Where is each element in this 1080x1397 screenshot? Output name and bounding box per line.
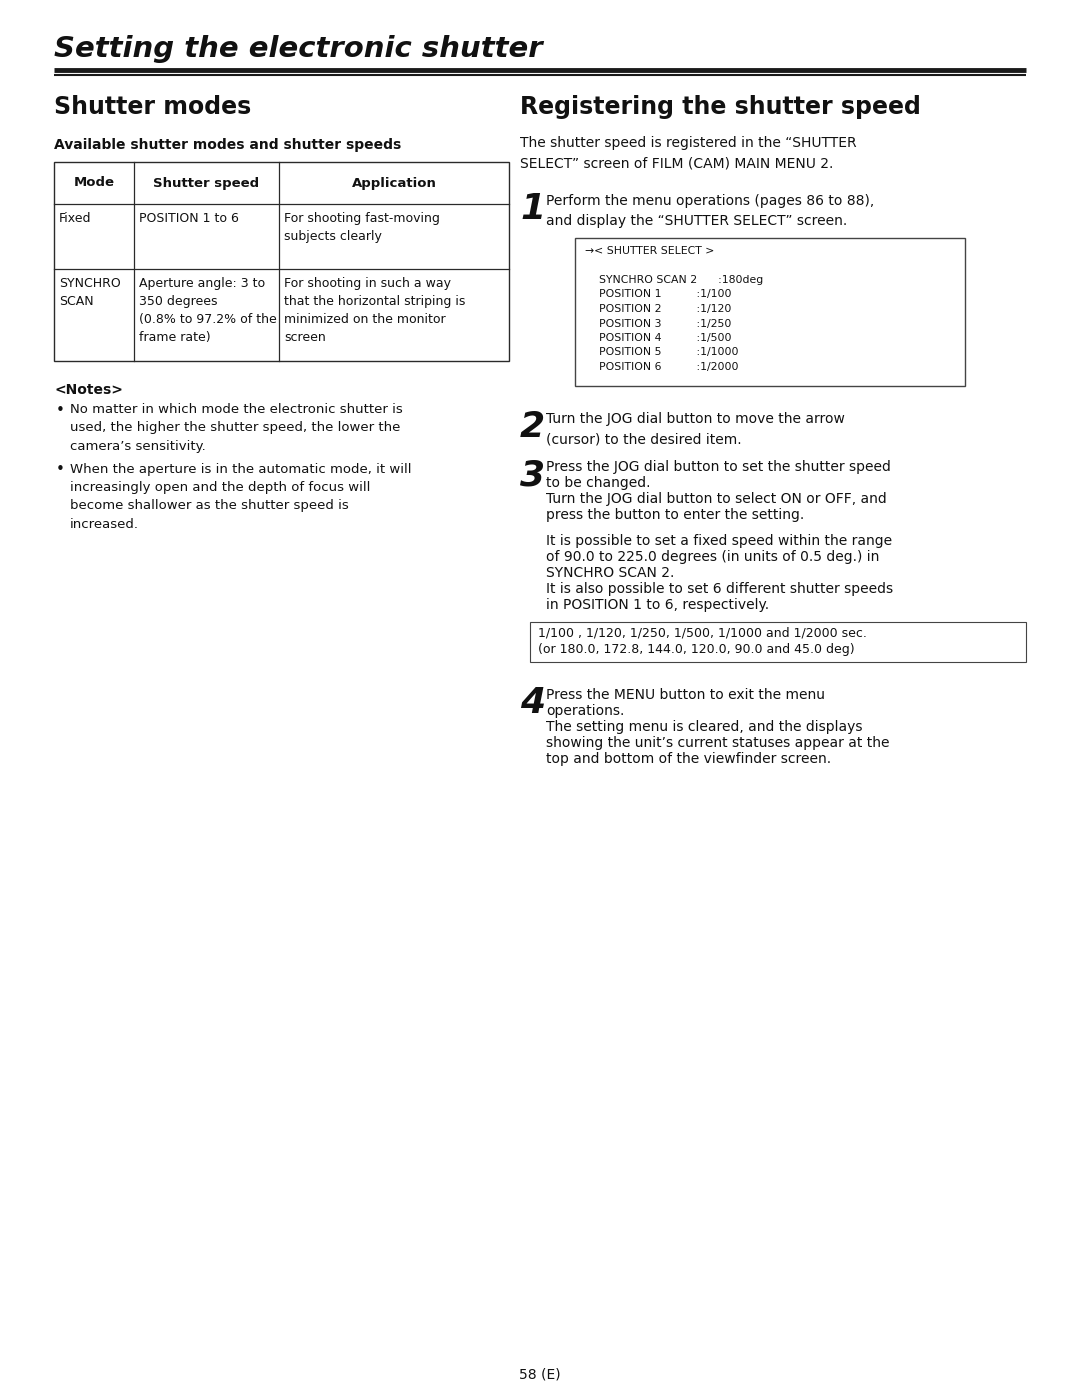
Text: 58 (E): 58 (E) xyxy=(519,1368,561,1382)
Text: Aperture angle: 3 to
350 degrees
(0.8% to 97.2% of the
frame rate): Aperture angle: 3 to 350 degrees (0.8% t… xyxy=(139,277,276,344)
Text: It is also possible to set 6 different shutter speeds: It is also possible to set 6 different s… xyxy=(546,583,893,597)
Text: Turn the JOG dial button to move the arrow
(cursor) to the desired item.: Turn the JOG dial button to move the arr… xyxy=(546,412,845,446)
Text: Shutter modes: Shutter modes xyxy=(54,95,252,119)
Text: SYNCHRO
SCAN: SYNCHRO SCAN xyxy=(59,277,121,307)
Text: POSITION 4          :1/500: POSITION 4 :1/500 xyxy=(585,332,731,344)
Text: When the aperture is in the automatic mode, it will
increasingly open and the de: When the aperture is in the automatic mo… xyxy=(70,462,411,531)
Text: It is possible to set a fixed speed within the range: It is possible to set a fixed speed with… xyxy=(546,534,892,548)
Text: •: • xyxy=(56,402,65,418)
Text: POSITION 6          :1/2000: POSITION 6 :1/2000 xyxy=(585,362,739,372)
Text: POSITION 1 to 6: POSITION 1 to 6 xyxy=(139,212,239,225)
Text: Mode: Mode xyxy=(73,176,114,190)
Text: press the button to enter the setting.: press the button to enter the setting. xyxy=(546,509,805,522)
Text: showing the unit’s current statuses appear at the: showing the unit’s current statuses appe… xyxy=(546,736,890,750)
Text: No matter in which mode the electronic shutter is
used, the higher the shutter s: No matter in which mode the electronic s… xyxy=(70,402,403,453)
Text: (or 180.0, 172.8, 144.0, 120.0, 90.0 and 45.0 deg): (or 180.0, 172.8, 144.0, 120.0, 90.0 and… xyxy=(538,643,854,657)
Bar xyxy=(530,622,1026,662)
Text: 1: 1 xyxy=(519,191,545,226)
Text: Shutter speed: Shutter speed xyxy=(153,176,259,190)
Text: The setting menu is cleared, and the displays: The setting menu is cleared, and the dis… xyxy=(546,719,863,733)
Text: Registering the shutter speed: Registering the shutter speed xyxy=(519,95,921,119)
Text: Turn the JOG dial button to select ON or OFF, and: Turn the JOG dial button to select ON or… xyxy=(546,492,887,506)
Text: Available shutter modes and shutter speeds: Available shutter modes and shutter spee… xyxy=(54,138,402,152)
Text: <Notes>: <Notes> xyxy=(54,383,123,397)
Text: to be changed.: to be changed. xyxy=(546,476,650,490)
Text: Perform the menu operations (pages 86 to 88),
and display the “SHUTTER SELECT” s: Perform the menu operations (pages 86 to… xyxy=(546,194,874,228)
Bar xyxy=(54,162,509,360)
Text: POSITION 3          :1/250: POSITION 3 :1/250 xyxy=(585,319,731,328)
Text: 1/100 , 1/120, 1/250, 1/500, 1/1000 and 1/2000 sec.: 1/100 , 1/120, 1/250, 1/500, 1/1000 and … xyxy=(538,627,867,640)
Text: POSITION 2          :1/120: POSITION 2 :1/120 xyxy=(585,305,731,314)
Text: Press the JOG dial button to set the shutter speed: Press the JOG dial button to set the shu… xyxy=(546,460,891,474)
Text: Application: Application xyxy=(352,176,436,190)
Text: The shutter speed is registered in the “SHUTTER
SELECT” screen of FILM (CAM) MAI: The shutter speed is registered in the “… xyxy=(519,136,856,170)
Text: •: • xyxy=(56,462,65,478)
Bar xyxy=(575,237,966,386)
Text: SYNCHRO SCAN 2      :180deg: SYNCHRO SCAN 2 :180deg xyxy=(585,275,764,285)
Text: operations.: operations. xyxy=(546,704,624,718)
Text: Press the MENU button to exit the menu: Press the MENU button to exit the menu xyxy=(546,687,825,703)
Text: POSITION 5          :1/1000: POSITION 5 :1/1000 xyxy=(585,348,739,358)
Text: Fixed: Fixed xyxy=(59,212,92,225)
Text: Setting the electronic shutter: Setting the electronic shutter xyxy=(54,35,542,63)
Text: top and bottom of the viewfinder screen.: top and bottom of the viewfinder screen. xyxy=(546,752,832,766)
Text: For shooting fast-moving
subjects clearly: For shooting fast-moving subjects clearl… xyxy=(284,212,440,243)
Text: 3: 3 xyxy=(519,458,545,492)
Text: SYNCHRO SCAN 2.: SYNCHRO SCAN 2. xyxy=(546,566,674,580)
Text: For shooting in such a way
that the horizontal striping is
minimized on the moni: For shooting in such a way that the hori… xyxy=(284,277,465,344)
Text: in POSITION 1 to 6, respectively.: in POSITION 1 to 6, respectively. xyxy=(546,598,769,612)
Text: 2: 2 xyxy=(519,409,545,444)
Text: POSITION 1          :1/100: POSITION 1 :1/100 xyxy=(585,289,731,299)
Text: 4: 4 xyxy=(519,686,545,719)
Text: of 90.0 to 225.0 degrees (in units of 0.5 deg.) in: of 90.0 to 225.0 degrees (in units of 0.… xyxy=(546,550,879,564)
Text: →< SHUTTER SELECT >: →< SHUTTER SELECT > xyxy=(585,246,714,256)
